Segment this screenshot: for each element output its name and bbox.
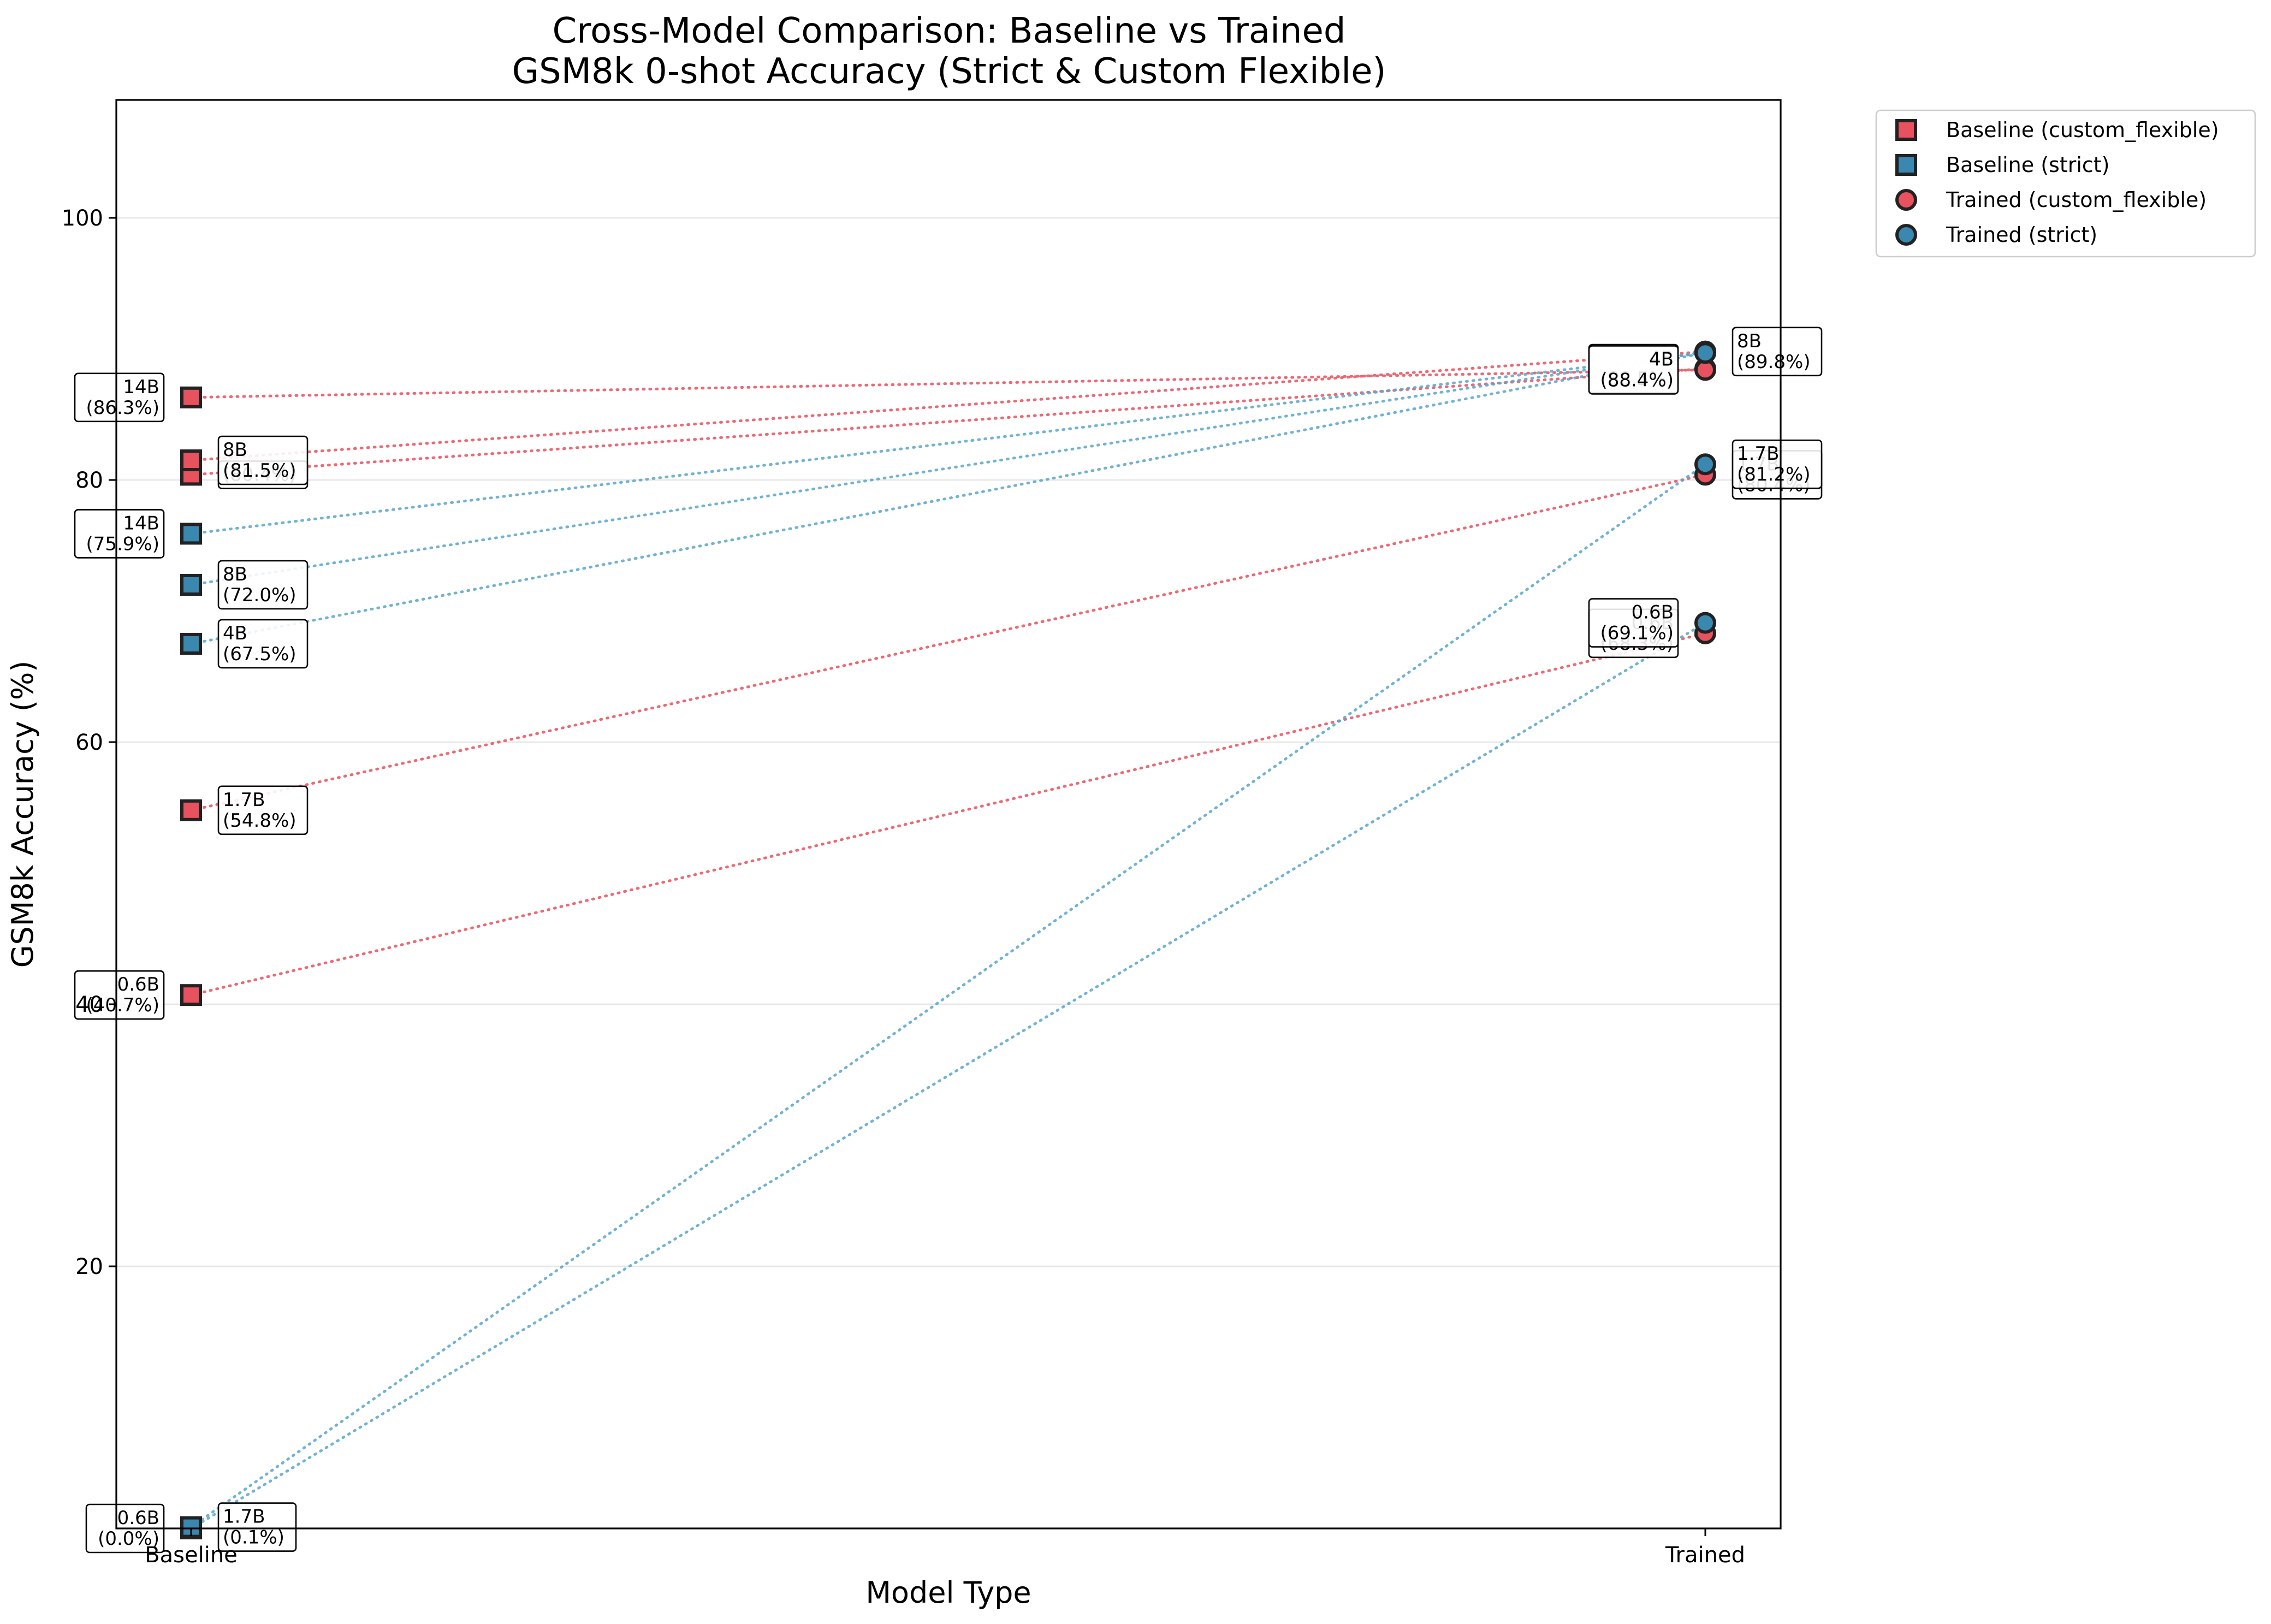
data-label-box xyxy=(217,1502,297,1552)
data-label: 8B (89.8%) xyxy=(1737,330,1811,373)
trained-label-custom_flexible-8B: 8B (89.8%) xyxy=(1732,327,1823,377)
x-tick-label: Trained xyxy=(1665,1543,1745,1568)
connector-custom_flexible-8B xyxy=(189,350,1707,462)
data-label-box xyxy=(1732,439,1823,489)
data-label: 8B (81.5%) xyxy=(223,439,297,482)
connector-lines xyxy=(189,350,1707,1530)
gridlines xyxy=(116,217,1781,1267)
data-label: 0.6B (69.1%) xyxy=(1600,602,1674,644)
baseline-label-custom_flexible-0.6B: 0.6B (40.7%) xyxy=(74,970,165,1020)
baseline-label-custom_flexible-8B: 8B (81.5%) xyxy=(217,435,309,485)
legend-label: Baseline (custom_flexible) xyxy=(1946,118,2219,142)
baseline-label-custom_flexible-1.7B: 1.7B (54.8%) xyxy=(217,785,309,835)
data-label: 0.6B (40.7%) xyxy=(86,974,159,1016)
trained-label-strict-1.7B: 1.7B (81.2%) xyxy=(1732,439,1823,489)
baseline-point-custom_flexible-0.6B xyxy=(180,984,202,1006)
data-label-box xyxy=(217,435,309,485)
data-label-box xyxy=(1588,598,1679,648)
data-label: 4B (88.4%) xyxy=(1600,348,1674,391)
y-tick-label: 60 xyxy=(75,730,103,755)
legend-frame xyxy=(1875,109,2256,258)
data-label: 14B (75.9%) xyxy=(86,512,159,555)
chart-title: Cross-Model Comparison: Baseline vs Trai… xyxy=(553,11,1346,51)
data-label-box xyxy=(74,372,165,423)
y-tick-label: 40 xyxy=(75,992,103,1017)
trained-point-strict-1.7B xyxy=(1694,453,1716,476)
baseline-point-strict-14B xyxy=(180,523,202,545)
x-tick-label: Baseline xyxy=(145,1543,238,1568)
data-label: 1.7B (54.8%) xyxy=(223,789,297,832)
data-label: 4B (67.5%) xyxy=(223,623,297,665)
data-label: 1.7B (81.2%) xyxy=(1737,443,1811,485)
connector-custom_flexible-1.7B xyxy=(189,473,1707,812)
baseline-label-strict-4B: 4B (67.5%) xyxy=(217,619,309,669)
y-axis-title: GSM8k Accuracy (%) xyxy=(5,661,40,968)
data-label-box xyxy=(1732,327,1823,377)
data-labels: 0.6B(40.7%)0.6B(68.3%)1.7B(54.8%)1.7B(80… xyxy=(74,327,1823,1554)
chart-subtitle: GSM8k 0-shot Accuracy (Strict & Custom F… xyxy=(512,51,1386,92)
legend: Baseline (custom_flexible) Baseline (stri… xyxy=(1875,109,2256,258)
baseline-point-strict-8B xyxy=(180,574,202,596)
baseline-point-custom_flexible-8B xyxy=(180,449,202,471)
baseline-label-custom_flexible-14B: 14B (86.3%) xyxy=(74,372,165,423)
connector-strict-1.7B xyxy=(189,463,1707,1529)
data-label-box xyxy=(74,509,165,559)
legend-marker-circle xyxy=(1895,189,1917,211)
baseline-point-strict-4B xyxy=(180,633,202,655)
data-label: 14B (86.3%) xyxy=(86,376,159,419)
y-tick-label: 20 xyxy=(75,1254,103,1279)
data-label-box xyxy=(217,785,309,835)
baseline-point-custom_flexible-1.7B xyxy=(180,799,202,821)
plot-area-frame xyxy=(115,99,1782,1530)
y-tick-label: 80 xyxy=(75,468,103,493)
legend-marker-square xyxy=(1895,154,1917,176)
baseline-label-strict-0.6B: 0.6B (0.0%) xyxy=(85,1503,165,1554)
legend-label: Baseline (strict) xyxy=(1946,153,2110,177)
baseline-label-strict-8B: 8B (72.0%) xyxy=(217,560,309,610)
legend-marker-square xyxy=(1895,119,1917,141)
connector-custom_flexible-4B xyxy=(189,367,1707,476)
baseline-label-strict-14B: 14B (75.9%) xyxy=(74,509,165,559)
data-label: 8B (72.0%) xyxy=(223,564,297,606)
legend-label: Trained (strict) xyxy=(1946,223,2097,247)
trained-label-custom_flexible-14B: 4B (88.4%) xyxy=(1588,345,1679,395)
trained-point-strict-0.6B xyxy=(1694,612,1716,634)
data-label-box xyxy=(217,619,309,669)
connector-strict-8B xyxy=(189,350,1707,586)
connector-strict-0.6B xyxy=(189,621,1707,1530)
data-label-box xyxy=(217,560,309,610)
axis-ticks: 20 40 60 80 100 Baseline Trained xyxy=(62,206,1745,1568)
legend-marker-circle xyxy=(1895,224,1917,246)
trained-label-strict-0.6B: 0.6B (69.1%) xyxy=(1588,598,1679,648)
connector-strict-4B xyxy=(189,351,1707,645)
trained-point-strict-14B xyxy=(1694,342,1716,364)
data-label: 0.6B (0.0%) xyxy=(98,1507,159,1550)
legend-label: Trained (custom_flexible) xyxy=(1946,188,2207,212)
connector-custom_flexible-0.6B xyxy=(189,632,1707,997)
data-label: 1.7B (0.1%) xyxy=(223,1506,284,1549)
baseline-point-custom_flexible-14B xyxy=(180,386,202,408)
y-tick-label: 100 xyxy=(62,206,103,231)
data-label-box xyxy=(74,970,165,1020)
baseline-label-strict-1.7B: 1.7B (0.1%) xyxy=(217,1502,297,1552)
x-axis-title: Model Type xyxy=(865,1575,1031,1610)
connector-strict-14B xyxy=(189,351,1707,535)
data-label-box xyxy=(1588,345,1679,395)
